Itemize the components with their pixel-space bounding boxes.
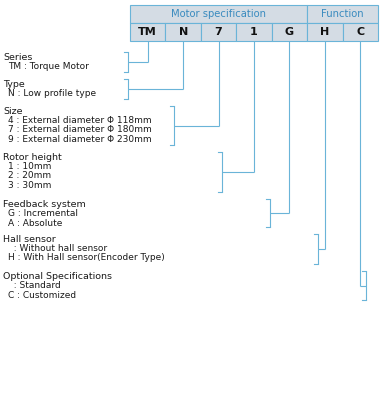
Bar (236, 23, 272, 41)
Text: : Standard: : Standard (8, 281, 61, 290)
Text: 1 : 10mm: 1 : 10mm (8, 162, 51, 171)
Text: H: H (320, 27, 329, 37)
Bar (342, 23, 378, 41)
Text: 4 : External diameter Φ 118mm: 4 : External diameter Φ 118mm (8, 116, 152, 125)
Bar (130, 23, 165, 41)
Text: Feedback system: Feedback system (3, 200, 86, 209)
Text: TM: TM (138, 27, 157, 37)
Text: Series: Series (3, 53, 33, 62)
Text: Size: Size (3, 107, 23, 116)
Bar (307, 23, 342, 41)
Text: G: G (285, 27, 294, 37)
Text: Type: Type (3, 80, 25, 89)
Text: C: C (356, 27, 364, 37)
Text: G : Incremental: G : Incremental (8, 209, 78, 218)
Bar (272, 23, 307, 41)
Text: N: N (178, 27, 188, 37)
Text: H : With Hall sensor(Encoder Type): H : With Hall sensor(Encoder Type) (8, 254, 165, 262)
Text: C : Customized: C : Customized (8, 290, 76, 300)
Text: Rotor height: Rotor height (3, 153, 62, 162)
Bar (165, 23, 201, 41)
Text: : Without hall sensor: : Without hall sensor (8, 244, 107, 253)
Text: 7: 7 (215, 27, 223, 37)
Text: TM : Torque Motor: TM : Torque Motor (8, 62, 89, 71)
Text: Hall sensor: Hall sensor (3, 235, 56, 244)
Text: Function: Function (321, 9, 364, 19)
Text: 7 : External diameter Φ 180mm: 7 : External diameter Φ 180mm (8, 126, 152, 134)
Text: Optional Specifications: Optional Specifications (3, 272, 112, 281)
Text: N : Low profile type: N : Low profile type (8, 89, 96, 98)
Text: Motor specification: Motor specification (171, 9, 266, 19)
Text: 9 : External diameter Φ 230mm: 9 : External diameter Φ 230mm (8, 135, 152, 144)
Text: 2 : 20mm: 2 : 20mm (8, 172, 51, 180)
Bar (130, 5, 307, 23)
Text: A : Absolute: A : Absolute (8, 218, 62, 228)
Text: 1: 1 (250, 27, 258, 37)
Bar (201, 23, 236, 41)
Bar (307, 5, 378, 23)
Text: 3 : 30mm: 3 : 30mm (8, 181, 51, 190)
